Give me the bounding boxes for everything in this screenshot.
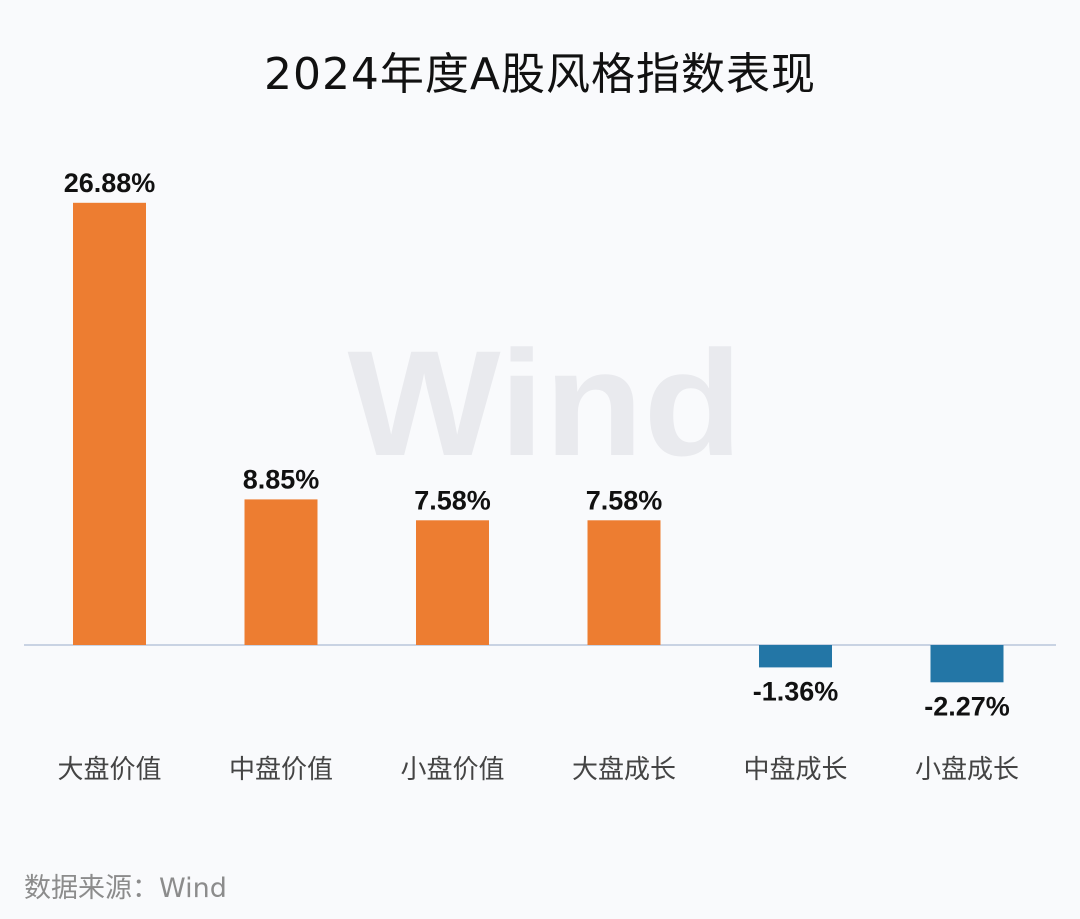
- category-label-6: 小盘成长: [915, 755, 1019, 785]
- category-labels-group: 大盘价值 中盘价值 小盘价值 大盘成长 中盘成长 小盘成长: [57, 755, 1019, 785]
- source-note: 数据来源：Wind: [24, 873, 227, 904]
- category-label-1: 大盘价值: [57, 755, 161, 785]
- value-label-5: -1.36%: [753, 676, 839, 706]
- category-label-4: 大盘成长: [572, 755, 676, 785]
- bar-5: [759, 645, 832, 668]
- bar-3: [416, 520, 489, 645]
- bar-1: [73, 202, 146, 646]
- bar-6: [930, 645, 1004, 683]
- value-label-2: 8.85%: [243, 464, 320, 494]
- category-label-3: 小盘价值: [400, 755, 504, 785]
- chart-title: 2024年度A股风格指数表现: [263, 49, 817, 100]
- bars-group: [73, 202, 1004, 683]
- value-label-3: 7.58%: [414, 485, 491, 515]
- value-label-6: -2.27%: [924, 691, 1010, 721]
- value-labels-group: 26.88% 8.85% 7.58% 7.58% -1.36% -2.27%: [64, 168, 1010, 721]
- watermark: Wind: [348, 319, 743, 487]
- watermark-group: Wind: [348, 319, 743, 487]
- category-label-5: 中盘成长: [743, 755, 847, 785]
- bar-2: [244, 499, 318, 645]
- bar-4: [587, 520, 661, 645]
- category-label-2: 中盘价值: [229, 755, 333, 785]
- value-label-4: 7.58%: [586, 485, 663, 515]
- value-label-1: 26.88%: [64, 168, 156, 198]
